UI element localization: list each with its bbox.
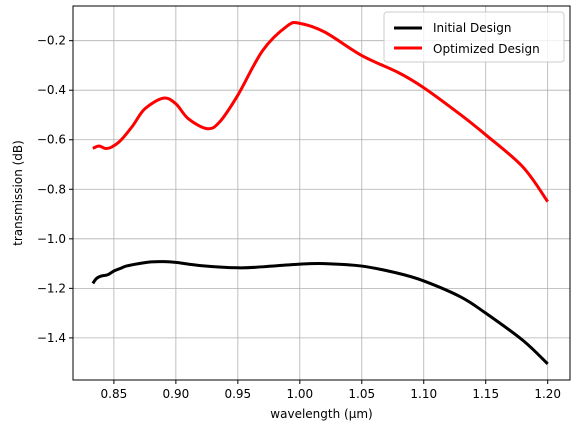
x-axis-label: wavelength (µm): [270, 407, 372, 421]
y-tick-label: −1.0: [37, 232, 66, 246]
y-tick-label: −0.8: [37, 182, 66, 196]
x-tick-label: 1.15: [472, 387, 499, 401]
legend-label-initial: Initial Design: [433, 21, 511, 35]
x-tick-label: 1.10: [410, 387, 437, 401]
legend: Initial Design Optimized Design: [383, 11, 565, 63]
y-tick-label: −0.2: [37, 34, 66, 48]
y-axis-label: transmission (dB): [11, 140, 25, 246]
axis-ticks: 0.85 0.90 0.95 1.00 1.05 1.10 1.15 1.20 −1.4 −1.2…: [37, 34, 561, 401]
plot-frame: [72, 5, 571, 381]
x-tick-label: 0.95: [224, 387, 251, 401]
legend-label-optimized: Optimized Design: [433, 42, 540, 56]
y-tick-label: −1.2: [37, 281, 66, 295]
series-line-initial-design: [91, 260, 549, 365]
series-layer: [91, 20, 549, 365]
x-tick-label: 1.05: [348, 387, 375, 401]
y-tick-label: −0.6: [37, 133, 66, 147]
grid-lines: [73, 6, 570, 380]
x-tick-label: 1.20: [534, 387, 561, 401]
x-tick-label: 0.90: [163, 387, 190, 401]
x-tick-label: 1.00: [286, 387, 313, 401]
legend-box: [383, 11, 565, 63]
y-tick-label: −0.4: [37, 83, 66, 97]
y-tick-label: −1.4: [37, 331, 66, 345]
series-line-optimized-design: [92, 20, 549, 203]
x-tick-label: 0.85: [101, 387, 128, 401]
